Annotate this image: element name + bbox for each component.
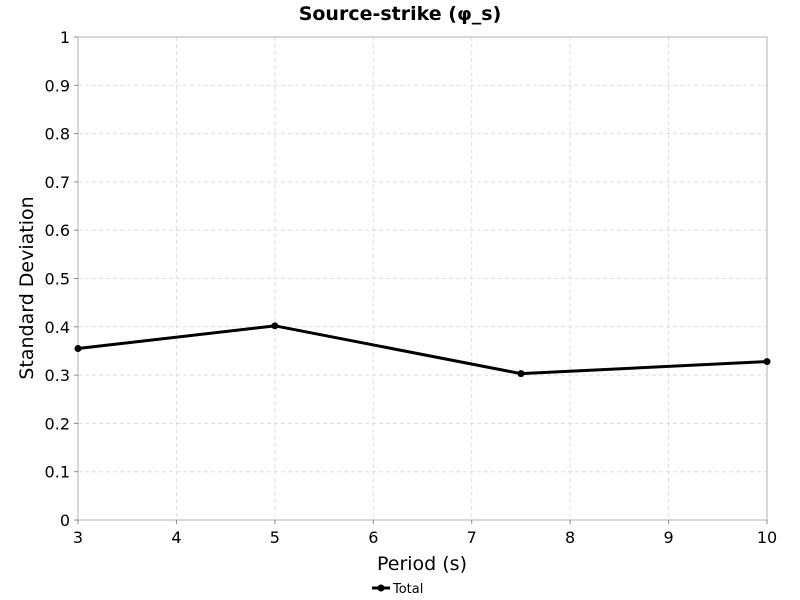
x-axis-ticks: 3 4 5 6 7 8 9 10	[73, 520, 777, 547]
data-point	[763, 358, 771, 366]
y-tick-label: 0	[60, 511, 70, 530]
y-tick-label: 0.2	[45, 414, 70, 433]
y-axis-label: Standard Deviation	[16, 196, 38, 379]
x-tick-label: 3	[73, 528, 83, 547]
y-tick-label: 0.4	[45, 318, 70, 337]
x-tick-label: 7	[467, 528, 477, 547]
chart-title: Source-strike (φ_s)	[299, 3, 502, 25]
legend: Total	[372, 582, 423, 597]
y-tick-label: 0.5	[45, 270, 70, 289]
y-tick-label: 1	[60, 28, 70, 47]
y-tick-label: 0.6	[45, 221, 70, 240]
y-tick-label: 0.1	[45, 463, 70, 482]
data-point	[517, 370, 525, 378]
series-line-total	[77, 324, 768, 376]
x-axis-label: Period (s)	[377, 553, 467, 575]
x-tick-label: 6	[368, 528, 378, 547]
y-tick-label: 0.9	[45, 76, 70, 95]
x-tick-label: 10	[757, 528, 777, 547]
y-tick-label: 0.3	[45, 366, 70, 385]
x-tick-label: 4	[171, 528, 181, 547]
x-tick-label: 8	[565, 528, 575, 547]
y-axis-ticks: 0 0.1 0.2 0.3 0.4 0.5 0.6 0.7 0.8 0.9 1	[45, 28, 78, 530]
y-tick-label: 0.7	[45, 173, 70, 192]
data-point	[74, 345, 82, 353]
x-tick-label: 9	[663, 528, 673, 547]
series-layer	[74, 322, 771, 378]
x-tick-label: 5	[270, 528, 280, 547]
legend-label-total: Total	[392, 582, 423, 597]
data-point	[271, 322, 279, 330]
y-tick-label: 0.8	[45, 125, 70, 144]
legend-marker-total	[377, 584, 385, 592]
